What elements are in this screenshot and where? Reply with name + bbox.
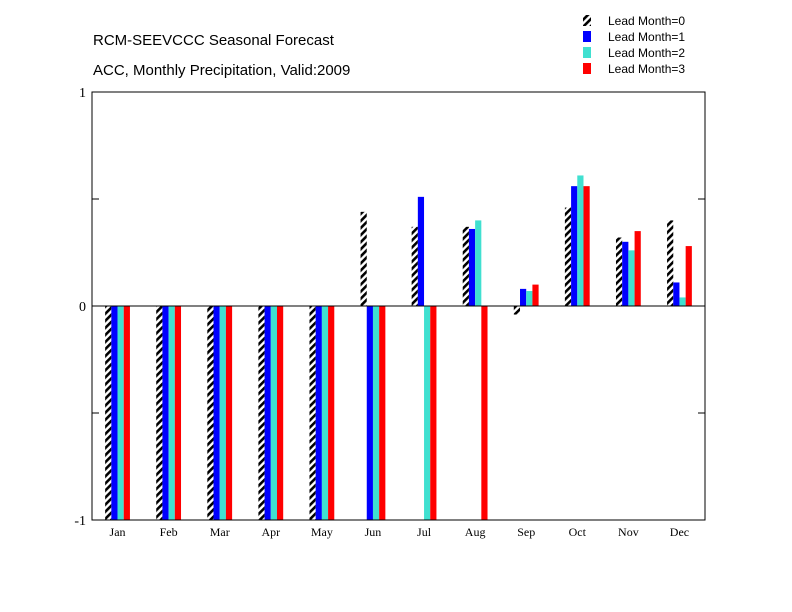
legend-swatch-1 bbox=[583, 31, 591, 42]
bar-jun-lead3 bbox=[379, 306, 386, 520]
bar-jul-lead3 bbox=[430, 306, 437, 520]
bar-feb-lead1 bbox=[162, 306, 169, 520]
x-tick-label-mar: Mar bbox=[210, 525, 230, 539]
bar-jul-lead1 bbox=[417, 196, 425, 306]
legend-label-2: Lead Month=2 bbox=[608, 46, 685, 60]
bar-sep-lead2 bbox=[526, 291, 533, 306]
bar-may-lead1 bbox=[315, 306, 322, 520]
bar-nov-lead1 bbox=[622, 241, 629, 306]
bar-nov-lead0 bbox=[615, 237, 623, 306]
chart-title: RCM-SEEVCCC Seasonal Forecast bbox=[93, 32, 335, 49]
bar-oct-lead0 bbox=[564, 207, 572, 306]
legend-swatch-2 bbox=[583, 47, 591, 58]
x-tick-label-jan: Jan bbox=[110, 525, 126, 539]
bar-jan-lead1 bbox=[111, 306, 118, 520]
bar-sep-lead1 bbox=[520, 288, 527, 306]
y-tick-labels: 1 0 -1 bbox=[74, 86, 86, 529]
x-tick-label-dec: Dec bbox=[670, 525, 689, 539]
bar-jan-lead0 bbox=[105, 306, 112, 520]
bar-sep-lead3 bbox=[532, 284, 539, 306]
bar-nov-lead3 bbox=[634, 231, 641, 306]
legend-label-3: Lead Month=3 bbox=[608, 62, 685, 76]
x-tick-label-sep: Sep bbox=[517, 525, 535, 539]
x-tick-labels: Jan Feb Mar Apr May Jun Jul Aug Sep Oct Nov Dec bbox=[110, 525, 690, 539]
bar-jun-lead2 bbox=[372, 306, 380, 520]
legend-label-0: Lead Month=0 bbox=[608, 14, 685, 28]
bar-feb-lead3 bbox=[174, 306, 182, 520]
bar-oct-lead1 bbox=[571, 186, 578, 306]
chart-subtitle: ACC, Monthly Precipitation, Valid:2009 bbox=[93, 62, 350, 79]
bar-feb-lead2 bbox=[168, 306, 175, 520]
bar-jan-lead3 bbox=[123, 306, 130, 520]
bar-may-lead0 bbox=[309, 306, 316, 520]
bar-dec-lead0 bbox=[667, 220, 674, 306]
bar-may-lead3 bbox=[328, 306, 335, 520]
x-tick-label-apr: Apr bbox=[261, 525, 280, 539]
y-tick-label-1: 0 bbox=[79, 300, 86, 315]
legend-swatch-0 bbox=[583, 15, 591, 26]
legend-label-1: Lead Month=1 bbox=[608, 30, 685, 44]
bar-oct-lead2 bbox=[577, 175, 584, 306]
bars-layer bbox=[105, 175, 692, 520]
axes-layer bbox=[91, 91, 706, 521]
bar-jul-lead0 bbox=[411, 226, 418, 306]
bar-jun-lead1 bbox=[366, 306, 373, 520]
bar-apr-lead3 bbox=[276, 306, 284, 520]
bar-aug-lead2 bbox=[475, 220, 482, 306]
bar-apr-lead0 bbox=[258, 306, 265, 520]
x-tick-label-feb: Feb bbox=[160, 525, 178, 539]
legend-swatch-3 bbox=[583, 63, 591, 74]
bar-jan-lead2 bbox=[117, 306, 124, 520]
bar-jun-lead0 bbox=[360, 211, 367, 306]
bar-sep-lead0 bbox=[513, 306, 521, 315]
bar-nov-lead2 bbox=[628, 250, 635, 306]
bar-mar-lead3 bbox=[225, 306, 233, 520]
bar-feb-lead0 bbox=[156, 306, 163, 520]
bar-dec-lead3 bbox=[685, 246, 692, 306]
x-tick-label-aug: Aug bbox=[465, 525, 486, 539]
bar-aug-lead0 bbox=[462, 226, 469, 306]
bar-mar-lead2 bbox=[219, 306, 226, 520]
bar-dec-lead2 bbox=[679, 297, 686, 306]
x-tick-label-may: May bbox=[311, 525, 333, 539]
y-tick-label-2: -1 bbox=[74, 514, 86, 529]
bar-oct-lead3 bbox=[583, 186, 590, 306]
bar-mar-lead1 bbox=[213, 306, 220, 520]
bar-aug-lead1 bbox=[468, 228, 476, 306]
x-tick-label-jun: Jun bbox=[365, 525, 382, 539]
bar-dec-lead1 bbox=[673, 282, 680, 306]
x-tick-label-oct: Oct bbox=[569, 525, 587, 539]
bar-jul-lead2 bbox=[424, 306, 431, 520]
x-tick-label-nov: Nov bbox=[618, 525, 639, 539]
bar-apr-lead2 bbox=[270, 306, 277, 520]
bar-apr-lead1 bbox=[264, 306, 271, 520]
bar-aug-lead3 bbox=[481, 306, 488, 520]
bar-mar-lead0 bbox=[207, 306, 214, 520]
bar-may-lead2 bbox=[321, 306, 329, 520]
x-tick-label-jul: Jul bbox=[417, 525, 432, 539]
legend: Lead Month=0 Lead Month=1 Lead Month=2 Lead… bbox=[583, 14, 685, 76]
y-tick-label-0: 1 bbox=[79, 86, 86, 101]
